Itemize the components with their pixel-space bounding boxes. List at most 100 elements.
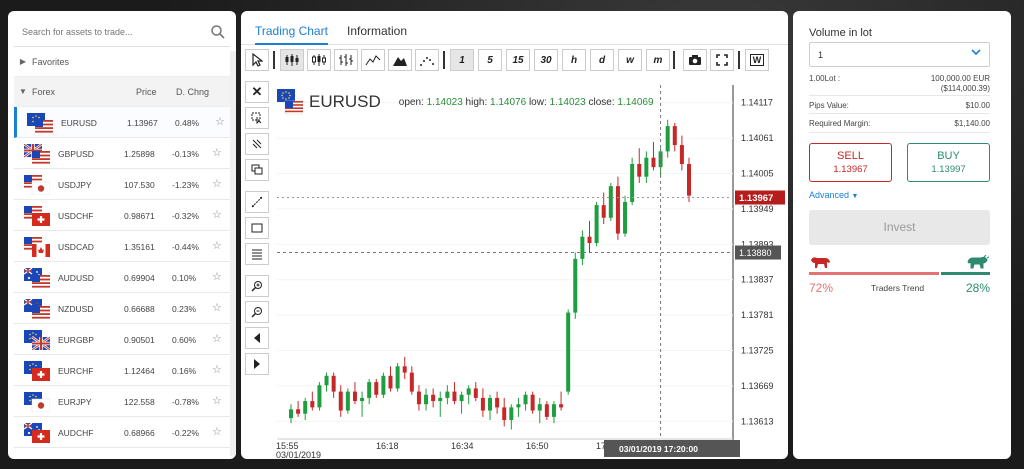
advanced-toggle[interactable]: Advanced ▼ [809, 190, 858, 200]
fullscreen-button[interactable] [710, 49, 734, 71]
asset-row[interactable]: GBPUSD 1.25898 -0.13% ☆ [14, 138, 236, 169]
asset-change: -0.13% [172, 149, 199, 159]
asset-row[interactable]: EURJPY 122.558 -0.78% ☆ [14, 386, 236, 417]
trendline-tool-button[interactable] [245, 191, 269, 213]
star-icon[interactable]: ☆ [212, 178, 222, 190]
dot-chart-button[interactable] [415, 49, 439, 71]
bar-chart-button[interactable] [334, 49, 358, 71]
star-icon[interactable]: ☆ [212, 395, 222, 407]
star-icon[interactable]: ☆ [212, 333, 222, 345]
asset-list-scrollbar[interactable] [230, 51, 236, 456]
traders-trend-bar [809, 272, 990, 275]
open-value: 1.14023 [426, 96, 463, 108]
timeframe-button[interactable]: 30 [534, 49, 558, 71]
buy-button[interactable]: BUY 1.13997 [907, 143, 990, 182]
close-drawing-button[interactable]: ✕ [245, 81, 269, 103]
asset-change: 0.60% [172, 335, 197, 345]
line-chart-button[interactable] [361, 49, 385, 71]
asset-row[interactable]: USDCHF 0.98671 -0.32% ☆ [14, 200, 236, 231]
chart-toolbar: 1 5 15 30 h d w m W [245, 49, 785, 73]
volume-select[interactable]: 1 [809, 42, 990, 67]
sell-button[interactable]: SELL 1.13967 [809, 143, 892, 182]
candle-body [338, 391, 343, 411]
candle-body [331, 375, 336, 392]
asset-row[interactable]: NZDUSD 0.66688 0.23% ☆ [14, 293, 236, 324]
bull-share-bar [941, 272, 990, 275]
timeframe-button[interactable]: d [590, 49, 614, 71]
rectangle-icon [251, 223, 263, 233]
screenshot-button[interactable] [683, 49, 707, 71]
candle-body [573, 258, 578, 313]
magnet-tool-button[interactable] [245, 133, 269, 155]
asset-symbol: AUDUSD [58, 273, 94, 283]
asset-price: 107.530 [124, 180, 155, 190]
asset-row[interactable]: AUDUSD 0.69904 0.10% ☆ [14, 262, 236, 293]
eu-jp-flag-icon [24, 392, 50, 412]
scroll-left-button[interactable] [245, 327, 269, 349]
timeframe-button[interactable]: 15 [506, 49, 530, 71]
tab-trading-chart[interactable]: Trading Chart [255, 24, 328, 45]
asset-row[interactable]: USDCAD 1.35161 -0.44% ☆ [14, 231, 236, 262]
pips-label: Pips Value: [809, 101, 849, 110]
star-icon[interactable]: ☆ [212, 240, 222, 252]
candle-body [438, 397, 443, 402]
star-icon[interactable]: ☆ [212, 209, 222, 221]
search-icon[interactable] [210, 24, 226, 40]
y-tick-label: 1.13949 [741, 204, 774, 214]
candle-body [466, 388, 471, 395]
pips-value: $10.00 [965, 101, 990, 110]
invest-button[interactable]: Invest [809, 210, 990, 245]
search-input[interactable] [14, 19, 194, 45]
candle-body [672, 126, 677, 146]
candle-body [352, 391, 357, 402]
candle-body [509, 407, 514, 421]
candle-body [317, 385, 322, 408]
forex-section-header[interactable]: ▼ Forex Price D. Chng [14, 77, 236, 107]
asset-row[interactable]: EURCHF 1.12464 0.16% ☆ [14, 355, 236, 386]
tab-information[interactable]: Information [347, 24, 408, 38]
us-ch-flag-icon [24, 206, 50, 226]
zoom-in-button[interactable] [245, 275, 269, 297]
star-icon[interactable]: ☆ [212, 302, 222, 314]
favorites-section[interactable]: ▶ Favorites [14, 47, 236, 77]
candlestick-chart-button[interactable] [280, 49, 304, 71]
timeframe-button[interactable]: m [646, 49, 670, 71]
zoom-in-icon [251, 281, 262, 292]
star-icon[interactable]: ☆ [215, 116, 225, 128]
margin-value: $1,140.00 [954, 119, 990, 128]
toolbar-divider [443, 51, 445, 69]
zoom-out-button[interactable] [245, 301, 269, 323]
current-price-tag [735, 190, 785, 205]
timeframe-button[interactable]: 1 [450, 49, 474, 71]
search-box [14, 19, 230, 47]
star-icon[interactable]: ☆ [212, 426, 222, 438]
star-icon[interactable]: ☆ [212, 147, 222, 159]
timeframe-button[interactable]: h [562, 49, 586, 71]
asset-row[interactable]: USDJPY 107.530 -1.23% ☆ [14, 169, 236, 200]
clone-tool-button[interactable] [245, 159, 269, 181]
timeframe-button[interactable]: 5 [478, 49, 502, 71]
fibonacci-tool-button[interactable] [245, 243, 269, 265]
area-chart-button[interactable] [388, 49, 412, 71]
star-icon[interactable]: ☆ [212, 364, 222, 376]
asset-row[interactable]: EURUSD 1.13967 0.48% ☆ [14, 107, 236, 138]
asset-symbol: USDCHF [58, 211, 94, 221]
w-button[interactable]: W [745, 49, 769, 71]
hollow-candle-chart-button[interactable] [307, 49, 331, 71]
timeframe-button[interactable]: w [618, 49, 642, 71]
price-chart[interactable]: 1.141171.140611.140051.139491.138931.138… [271, 77, 788, 459]
us-ca-flag-icon [24, 237, 50, 257]
close-label: close: [588, 96, 615, 108]
sell-label: SELL [837, 150, 864, 162]
asset-row[interactable]: AUDCHF 0.68966 -0.22% ☆ [14, 417, 236, 448]
candle-body [445, 391, 450, 398]
low-value: 1.14023 [549, 96, 586, 108]
star-icon[interactable]: ☆ [212, 271, 222, 283]
y-tick-label: 1.13613 [741, 416, 774, 426]
rectangle-tool-button[interactable] [245, 217, 269, 239]
select-drawing-button[interactable] [245, 107, 269, 129]
high-label: high: [465, 96, 488, 108]
scroll-right-button[interactable] [245, 353, 269, 375]
pointer-tool-button[interactable] [245, 49, 269, 71]
asset-row[interactable]: EURGBP 0.90501 0.60% ☆ [14, 324, 236, 355]
